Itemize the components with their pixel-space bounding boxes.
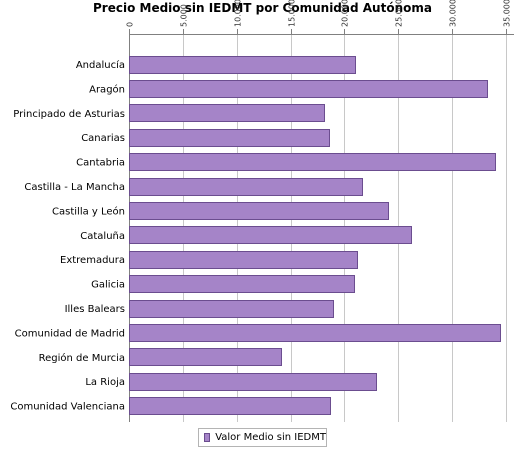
tick-label: 5.000 (180, 4, 189, 27)
tick-label: 30.000 (449, 0, 458, 27)
bar (129, 324, 501, 342)
category-label: Principado de Asturias (13, 109, 125, 120)
category-label: Extremadura (60, 255, 125, 266)
category-label: Andalucía (76, 59, 125, 71)
bar (129, 226, 412, 244)
tick-label: 10.000 (234, 0, 243, 27)
chart-title: Precio Medio sin IEDMT por Comunidad Aut… (93, 1, 432, 15)
tick-label: 0 (126, 22, 135, 27)
legend-swatch (204, 433, 211, 442)
bar (129, 104, 325, 122)
legend-label: Valor Medio sin IEDMT (215, 432, 326, 443)
bar (129, 56, 356, 74)
bar (129, 202, 389, 220)
bar (129, 373, 377, 391)
category-label: Aragón (89, 83, 125, 95)
category-label: Galicia (91, 280, 125, 291)
bar (129, 251, 358, 269)
category-label: La Rioja (85, 377, 125, 388)
bar (129, 129, 330, 147)
bar (129, 300, 334, 318)
category-label: Canarias (81, 133, 125, 144)
bar (129, 275, 355, 293)
category-label: Región de Murcia (39, 352, 125, 364)
category-label: Cataluña (80, 231, 125, 242)
bar (129, 153, 496, 171)
tick-label: 15.000 (288, 0, 297, 27)
category-label: Castilla y León (52, 205, 125, 217)
bar (129, 348, 282, 366)
tick-label: 20.000 (341, 0, 350, 27)
tick-label: 25.000 (395, 0, 404, 27)
bar (129, 80, 488, 98)
tick-label: 35.000 (503, 0, 512, 27)
bar (129, 178, 363, 196)
category-label: Comunidad de Madrid (15, 328, 125, 339)
legend: Valor Medio sin IEDMT (198, 428, 327, 447)
bar (129, 397, 331, 415)
category-label: Illes Balears (65, 304, 125, 315)
category-label: Comunidad Valenciana (10, 402, 125, 413)
category-label: Cantabria (76, 158, 125, 169)
category-label: Castilla - La Mancha (24, 182, 125, 193)
